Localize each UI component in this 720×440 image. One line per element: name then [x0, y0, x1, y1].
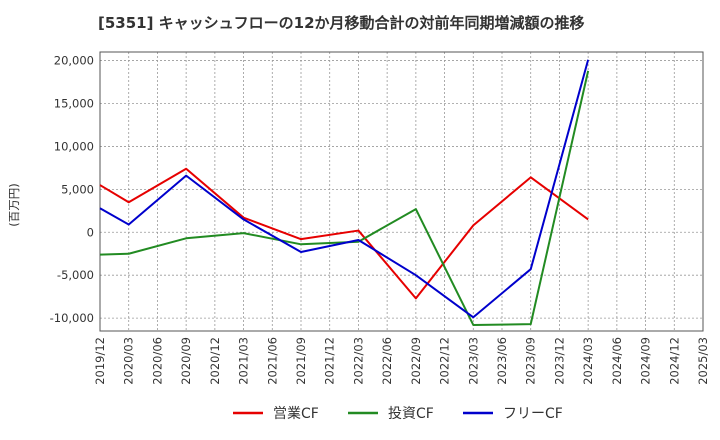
legend-layer: 営業CF 投資CF フリーCF: [233, 406, 563, 422]
x-tick-label: 2023/12: [552, 337, 566, 385]
series-line-1: [99, 70, 590, 326]
y-tick-label: 20,000: [54, 54, 94, 68]
x-tick-label: 2022/03: [351, 337, 365, 385]
series-line-2: [99, 59, 590, 319]
x-tick-label: 2023/03: [466, 337, 480, 385]
x-tick-label: 2022/09: [409, 337, 423, 385]
x-tick-label: 2021/09: [294, 337, 308, 385]
x-tick-label: 2019/12: [93, 337, 107, 385]
y-tick-label: 5,000: [61, 182, 94, 196]
x-tick-label: 2020/06: [150, 337, 164, 385]
y-tick-label: -5,000: [57, 268, 94, 282]
chart-title: [5351] キャッシュフローの12か月移動合計の対前年同期増減額の推移: [98, 14, 585, 32]
x-tick-label: 2022/12: [438, 337, 452, 385]
x-tick-label: 2021/06: [265, 337, 279, 385]
y-tick-label: -10,000: [50, 311, 94, 325]
series-layer: [99, 59, 590, 326]
legend-label-2: フリーCF: [503, 406, 563, 422]
x-tick-label: 2023/06: [495, 337, 509, 385]
x-tick-label: 2020/12: [208, 337, 222, 385]
x-tick-label: 2020/09: [179, 337, 193, 385]
legend-label-0: 営業CF: [273, 406, 319, 422]
axis-layer: 2019/12 2020/03 2020/06 2020/09 2020/12 2021/…: [50, 51, 710, 385]
y-tick-label: 10,000: [54, 139, 94, 153]
x-tick-label: 2025/03: [696, 337, 710, 385]
x-tick-label: 2023/09: [524, 337, 538, 385]
x-tick-label: 2020/03: [122, 337, 136, 385]
y-axis-label: (百万円): [7, 183, 21, 226]
y-tick-label: 0: [87, 225, 94, 239]
x-tick-label: 2021/03: [237, 337, 251, 385]
x-tick-label: 2024/03: [581, 337, 595, 385]
x-tick-label: 2024/12: [667, 337, 681, 385]
y-tick-label: 15,000: [54, 97, 94, 111]
plot-frame: [99, 51, 704, 332]
series-line-0: [99, 167, 589, 300]
x-tick-label: 2024/06: [610, 337, 624, 385]
x-tick-label: 2024/09: [639, 337, 653, 385]
grid-layer: [100, 52, 703, 331]
x-tick-label: 2022/06: [380, 337, 394, 385]
x-tick-label: 2021/12: [323, 337, 337, 385]
legend-label-1: 投資CF: [388, 406, 434, 422]
